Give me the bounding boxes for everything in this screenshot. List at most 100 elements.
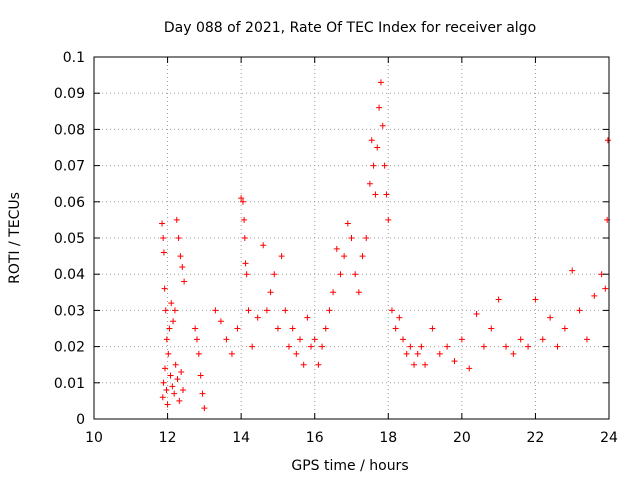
data-point: [436, 350, 443, 357]
data-point: [344, 220, 351, 227]
data-point: [525, 343, 532, 350]
data-point: [495, 296, 502, 303]
data-point: [576, 307, 583, 314]
data-point: [179, 263, 186, 270]
data-point: [293, 350, 300, 357]
data-point: [278, 253, 285, 260]
data-point: [429, 325, 436, 332]
data-point: [517, 336, 524, 343]
data-point: [352, 271, 359, 278]
data-point: [308, 343, 315, 350]
data-point: [414, 350, 421, 357]
x-axis-label: GPS time / hours: [291, 458, 408, 474]
data-point: [503, 343, 509, 350]
data-point: [385, 216, 392, 223]
data-point: [180, 387, 187, 394]
x-tick-label: 16: [306, 430, 324, 446]
data-point: [168, 300, 175, 307]
data-point: [175, 235, 182, 241]
y-tick-label: 0.02: [54, 340, 85, 356]
data-point: [194, 336, 200, 343]
data-point: [381, 162, 388, 169]
y-axis-label: ROTI / TECUs: [7, 192, 23, 284]
x-tick-label: 20: [453, 430, 471, 446]
data-point: [444, 343, 451, 350]
data-point: [238, 195, 245, 202]
y-tick-label: 0.08: [54, 122, 85, 138]
data-point: [355, 289, 362, 296]
data-point: [403, 350, 410, 357]
data-point: [176, 397, 183, 404]
data-point: [241, 235, 248, 241]
data-point: [169, 383, 176, 390]
data-point: [160, 379, 167, 386]
data-point: [418, 343, 425, 350]
data-point: [372, 191, 379, 198]
data-point: [458, 336, 465, 343]
data-point: [337, 271, 344, 278]
data-point: [239, 198, 246, 205]
data-point: [195, 350, 202, 357]
data-point: [178, 368, 185, 375]
data-point: [174, 376, 181, 383]
data-point: [192, 325, 199, 332]
data-point: [171, 390, 178, 397]
data-point: [260, 242, 267, 249]
y-tick-label: 0.04: [54, 267, 85, 283]
data-point: [480, 343, 487, 350]
data-point: [197, 372, 204, 379]
x-tick-label: 22: [527, 430, 545, 446]
data-point: [245, 307, 252, 314]
y-tick-label: 0.03: [54, 303, 85, 319]
data-point: [285, 343, 292, 350]
data-point: [377, 79, 384, 86]
y-tick-label: 0.05: [54, 231, 85, 247]
data-point: [510, 350, 517, 357]
data-point: [163, 387, 170, 394]
data-point: [466, 365, 473, 372]
y-tick-label: 0.06: [54, 195, 85, 211]
data-point: [532, 296, 539, 303]
x-tick-label: 18: [379, 430, 397, 446]
data-point: [554, 343, 561, 350]
axis-ticks: 10 12 14 16 18 20 22 24 0 0.01 0.02 0.03 0.04 0.05 0.0…: [54, 50, 618, 446]
data-point: [392, 325, 399, 332]
data-point: [561, 325, 568, 332]
data-point: [451, 358, 458, 365]
data-point: [547, 314, 554, 321]
data-points: [159, 79, 611, 412]
data-point: [171, 307, 178, 314]
data-point: [170, 318, 177, 325]
data-point: [330, 289, 337, 296]
y-tick-label: 0: [76, 412, 85, 428]
data-point: [322, 325, 329, 332]
data-point: [282, 307, 289, 314]
data-point: [274, 325, 281, 332]
data-point: [400, 336, 406, 343]
data-point: [376, 104, 383, 111]
data-point: [583, 336, 590, 343]
y-tick-label: 0.09: [54, 86, 85, 102]
data-point: [172, 361, 179, 368]
data-point: [223, 336, 230, 343]
data-point: [162, 307, 169, 314]
data-point: [374, 144, 381, 151]
chart-title: Day 088 of 2021, Rate Of TEC Index for r…: [164, 20, 536, 36]
data-point: [228, 350, 235, 357]
data-point: [326, 307, 333, 314]
data-point: [249, 343, 256, 350]
data-point: [166, 325, 173, 332]
data-point: [199, 390, 206, 397]
data-point: [411, 361, 418, 368]
x-tick-label: 14: [232, 430, 250, 446]
data-point: [297, 336, 303, 343]
y-tick-label: 0.07: [54, 159, 85, 175]
data-point: [388, 307, 395, 314]
data-point: [315, 361, 322, 368]
data-point: [212, 307, 219, 314]
data-point: [159, 220, 166, 227]
data-point: [604, 137, 611, 144]
data-point: [569, 267, 576, 274]
y-tick-label: 0.1: [63, 50, 85, 66]
